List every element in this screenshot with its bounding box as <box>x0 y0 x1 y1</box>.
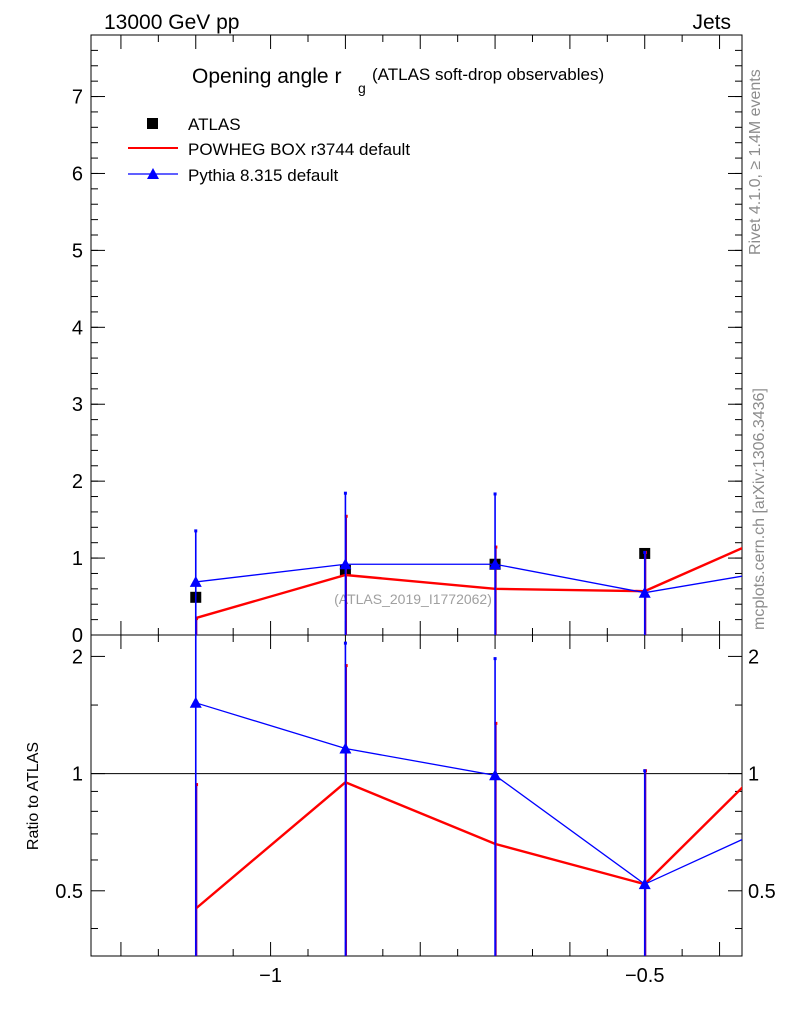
pythia-point <box>489 769 502 781</box>
plot-title-subscript: g <box>358 80 366 96</box>
ytick-label: 4 <box>72 317 83 339</box>
rivet-label: Rivet 4.1.0, ≥ 1.4M events <box>747 69 764 255</box>
legend-powheg-label: POWHEG BOX r3744 default <box>188 140 410 159</box>
energy-label: 13000 GeV pp <box>104 11 239 34</box>
series-group <box>189 635 742 956</box>
ytick-label: 6 <box>72 163 83 185</box>
ratio-ylabel: Ratio to ATLAS <box>25 742 42 850</box>
ytick-label-right: 1 <box>748 764 759 786</box>
ytick-label-right: 2 <box>748 646 759 668</box>
pythia-line <box>195 563 742 594</box>
pythia-error-cap <box>493 657 497 661</box>
pythia-error-cap <box>343 491 347 495</box>
legend-data-marker <box>147 118 158 129</box>
ytick-label: 3 <box>72 394 83 416</box>
ytick-label: 1 <box>72 764 83 786</box>
ytick-label: 7 <box>72 87 83 109</box>
ytick-label: 2 <box>72 646 83 668</box>
pythia-error-cap <box>343 641 347 645</box>
pythia-point <box>638 878 651 890</box>
legend-pythia-label: Pythia 8.315 default <box>188 166 339 185</box>
pythia-line <box>195 702 742 885</box>
pythia-point <box>189 696 202 708</box>
pythia-point <box>189 575 202 587</box>
legend-data-label: ATLAS <box>188 115 241 134</box>
pythia-point <box>339 742 352 754</box>
pythia-point <box>638 586 651 598</box>
ratio-panel-frame <box>90 634 743 957</box>
plot-title: Opening angle r <box>192 65 341 88</box>
ytick-label: 0.5 <box>55 881 83 903</box>
pythia-error-cap <box>643 769 647 773</box>
analysis-id: (ATLAS_2019_I1772062) <box>334 591 492 607</box>
ytick-label: 0 <box>72 625 83 647</box>
pythia-error-cap <box>643 550 647 554</box>
ytick-label-right: 0.5 <box>748 881 776 903</box>
pythia-point <box>339 558 352 570</box>
plot-title-main: Opening angle r <box>192 65 341 88</box>
powheg-line <box>194 780 742 910</box>
powheg-error-cap <box>344 514 348 518</box>
ytick-label: 1 <box>72 548 83 570</box>
pythia-error-cap <box>194 529 198 533</box>
ytick-label: 2 <box>72 471 83 493</box>
xtick-label: −0.5 <box>625 965 664 987</box>
legend: ATLAS POWHEG BOX r3744 default Pythia 8.… <box>128 115 410 185</box>
powheg-error-cap <box>344 664 348 668</box>
legend-pythia-marker <box>147 168 159 179</box>
xtick-label: −1 <box>259 965 282 987</box>
pythia-error-cap <box>493 492 497 496</box>
ytick-label: 5 <box>72 240 83 262</box>
main-panel: 0 1 2 3 4 5 6 7 <box>72 34 742 647</box>
process-label: Jets <box>692 11 731 34</box>
mcplots-label: mcplots.cern.ch [arXiv:1306.3436] <box>751 388 768 630</box>
pythia-point <box>489 558 502 570</box>
ratio-panel: 0.5 0.5 1 1 2 2 −1 −0.5 <box>55 635 776 987</box>
series-group <box>189 491 742 635</box>
plot-title-suffix: (ATLAS soft-drop observables) <box>372 65 604 84</box>
powheg-line <box>195 546 742 620</box>
